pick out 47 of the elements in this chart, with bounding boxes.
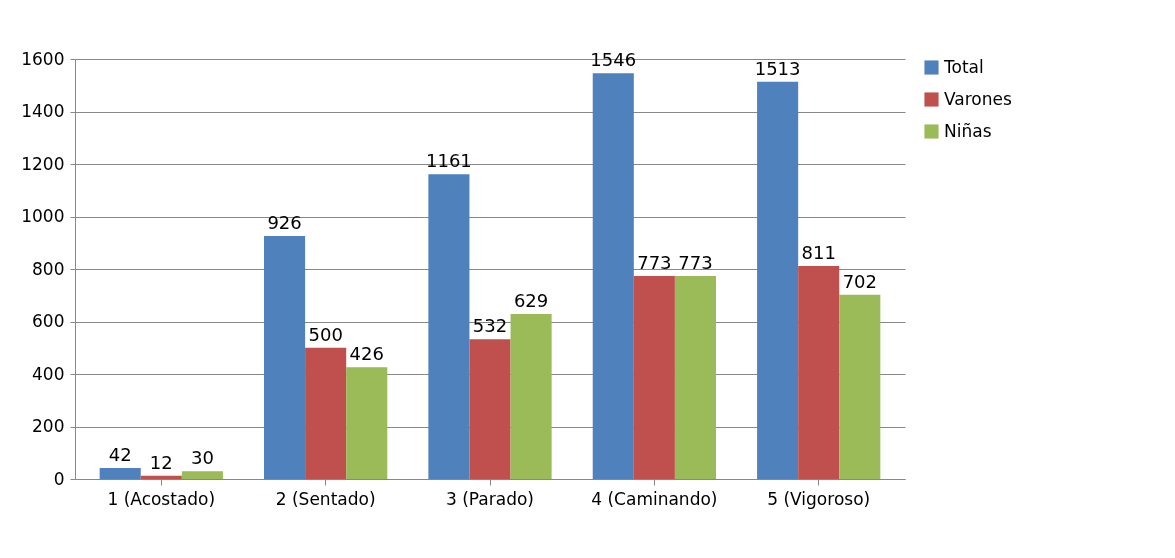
y-tick-label: 0	[53, 468, 65, 489]
data-label: 1161	[426, 150, 472, 172]
y-tick-label: 1400	[21, 101, 65, 121]
y-tick-label: 400	[32, 363, 65, 384]
x-tick-label: 5 (Vigoroso)	[767, 488, 871, 509]
data-label: 500	[308, 323, 343, 345]
y-tick-label: 800	[32, 258, 65, 279]
y-tick-label: 200	[32, 416, 65, 436]
bar	[346, 367, 388, 479]
data-label: 702	[842, 270, 877, 292]
y-tick-label: 600	[32, 311, 65, 331]
y-tick-label: 1200	[21, 153, 65, 174]
bar	[428, 174, 470, 479]
data-label: 12	[149, 451, 173, 473]
legend-label: Total	[943, 56, 984, 77]
bar	[798, 266, 840, 479]
bar	[264, 235, 306, 479]
data-label: 773	[637, 252, 672, 274]
x-tick-label: 1 (Acostado)	[107, 488, 216, 509]
legend-label: Varones	[944, 88, 1012, 109]
data-label: 30	[190, 447, 214, 469]
data-label: 532	[472, 315, 508, 337]
x-tick-label: 3 (Parado)	[446, 488, 534, 509]
data-label: 1546	[590, 49, 637, 71]
data-label: 811	[801, 242, 836, 264]
bar	[99, 467, 141, 479]
bar	[592, 73, 634, 479]
data-label: 426	[349, 343, 384, 365]
x-tick-label: 2 (Sentado)	[275, 488, 376, 509]
bar	[674, 276, 716, 479]
bar	[839, 294, 881, 479]
data-label: 1513	[754, 57, 801, 79]
data-label: 42	[108, 443, 132, 465]
bar	[510, 313, 552, 479]
bar	[633, 276, 675, 479]
y-tick-label: 1600	[21, 48, 65, 69]
bar	[757, 81, 799, 479]
legend-label: Niñas	[944, 120, 992, 141]
x-tick-label: 4 (Caminando)	[591, 488, 718, 509]
bar	[181, 471, 223, 479]
y-tick-label: 1000	[21, 206, 65, 226]
data-label: 926	[267, 211, 302, 233]
bar	[305, 347, 347, 479]
data-label: 773	[678, 252, 713, 274]
data-label: 629	[513, 289, 549, 311]
bar	[469, 339, 511, 479]
bar	[140, 475, 182, 479]
